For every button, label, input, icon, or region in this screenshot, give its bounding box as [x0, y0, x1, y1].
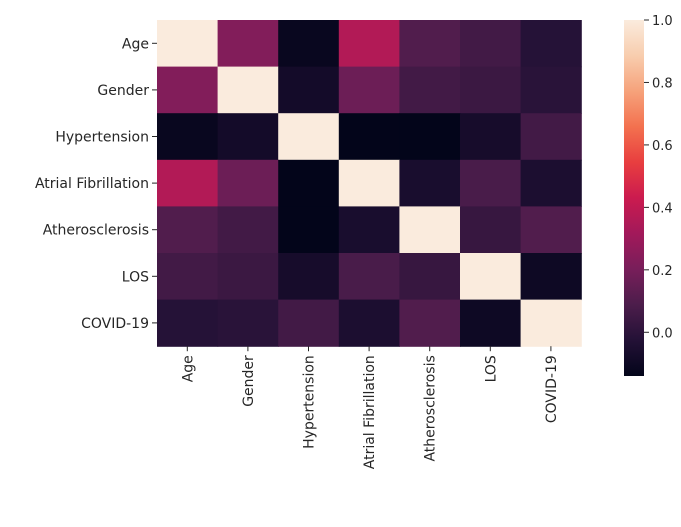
colorbar-tick-label: 1.0 — [652, 14, 673, 29]
heatmap-cell — [157, 66, 219, 114]
colorbar-tick-label: 0.2 — [652, 264, 673, 279]
heatmap-cell — [338, 206, 400, 254]
y-axis-tick-label: Atherosclerosis — [43, 223, 149, 239]
heatmap-cell — [460, 66, 522, 114]
heatmap-cell — [460, 113, 522, 161]
heatmap-cell — [278, 20, 340, 68]
heatmap-cell — [217, 253, 279, 301]
heatmap-cell — [399, 113, 461, 161]
heatmap-cell — [278, 206, 340, 254]
x-axis-tick-label: Atherosclerosis — [423, 355, 439, 461]
y-axis-tick-label: COVID-19 — [81, 316, 149, 332]
x-axis-tick-label: LOS — [483, 355, 499, 382]
heatmap-cell — [338, 20, 400, 68]
colorbar-tick-label: 0.4 — [652, 201, 673, 216]
heatmap-cell — [520, 206, 582, 254]
colorbar-tick-label: 0.6 — [652, 139, 673, 154]
heatmap-cell — [217, 159, 279, 207]
y-axis-tick-label: Atrial Fibrillation — [35, 176, 149, 192]
heatmap-cell — [520, 20, 582, 68]
heatmap-cell — [338, 113, 400, 161]
y-axis-tick-label: Hypertension — [55, 130, 149, 146]
y-axis-tick-labels: Age Gender Hypertension Atrial Fibrillation… — [35, 36, 157, 332]
heatmap-cell — [399, 159, 461, 207]
heatmap-cell — [217, 113, 279, 161]
x-axis-tick-label: Gender — [241, 355, 257, 407]
y-axis-tick-label: Age — [122, 36, 149, 52]
heatmap-cell — [460, 253, 522, 301]
heatmap-cell — [338, 253, 400, 301]
x-axis-tick-label: Age — [180, 355, 196, 382]
heatmap-cell — [460, 206, 522, 254]
heatmap-cells — [157, 20, 582, 347]
heatmap-cell — [157, 20, 219, 68]
heatmap-cell — [217, 20, 279, 68]
heatmap-cell — [399, 66, 461, 114]
heatmap-cell — [278, 299, 340, 347]
heatmap-cell — [520, 66, 582, 114]
heatmap-cell — [338, 159, 400, 207]
heatmap-cell — [217, 66, 279, 114]
heatmap-cell — [338, 66, 400, 114]
heatmap-cell — [157, 113, 219, 161]
heatmap-cell — [157, 253, 219, 301]
heatmap-cell — [399, 299, 461, 347]
heatmap-cell — [399, 20, 461, 68]
colorbar-tick-label: 0.0 — [652, 326, 673, 341]
colorbar — [624, 20, 644, 376]
heatmap-cell — [460, 20, 522, 68]
x-axis-tick-label: Hypertension — [302, 355, 318, 449]
heatmap-cell — [520, 113, 582, 161]
heatmap-cell — [338, 299, 400, 347]
heatmap-cell — [278, 159, 340, 207]
heatmap-cell — [278, 66, 340, 114]
heatmap-cell — [157, 159, 219, 207]
heatmap-cell — [460, 159, 522, 207]
x-axis-tick-labels: Age Gender Hypertension Atrial Fibrillation… — [180, 346, 560, 469]
heatmap-cell — [217, 206, 279, 254]
colorbar-ticks: 0.0 0.2 0.4 0.6 0.8 1.0 — [644, 14, 673, 341]
y-axis-tick-label: Gender — [97, 83, 149, 99]
heatmap-cell — [278, 253, 340, 301]
heatmap-cell — [520, 299, 582, 347]
heatmap-cell — [399, 253, 461, 301]
y-axis-tick-label: LOS — [122, 269, 149, 285]
heatmap-cell — [217, 299, 279, 347]
heatmap-cell — [520, 159, 582, 207]
heatmap-cell — [157, 299, 219, 347]
heatmap-cell — [278, 113, 340, 161]
x-axis-tick-label: Atrial Fibrillation — [362, 355, 378, 469]
heatmap-cell — [520, 253, 582, 301]
heatmap-cell — [157, 206, 219, 254]
x-axis-tick-label: COVID-19 — [544, 355, 560, 423]
heatmap-cell — [399, 206, 461, 254]
colorbar-tick-label: 0.8 — [652, 76, 673, 91]
heatmap-cell — [460, 299, 522, 347]
